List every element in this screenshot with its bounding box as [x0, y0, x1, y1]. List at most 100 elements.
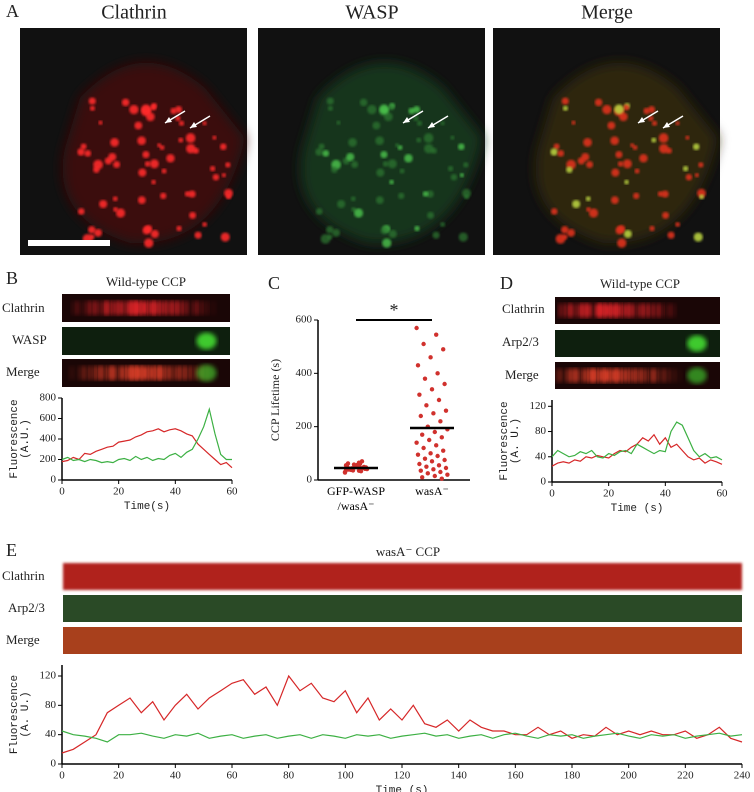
signal	[182, 301, 190, 315]
spot	[651, 137, 657, 143]
spot	[186, 143, 196, 154]
spot	[389, 179, 394, 185]
y-tick-label: 400	[40, 433, 57, 445]
y-tick-label: 120	[40, 670, 57, 682]
x-tick-label: 0	[59, 770, 65, 782]
signal	[173, 366, 181, 380]
spot	[226, 194, 232, 200]
point	[418, 468, 423, 473]
spot	[648, 105, 656, 113]
spot	[408, 107, 415, 115]
spot	[581, 152, 590, 162]
signal	[125, 301, 133, 315]
point	[415, 452, 421, 457]
row-label: Arp2/3	[8, 600, 45, 615]
x-tick-label: 0	[59, 486, 65, 498]
spot	[440, 222, 446, 227]
signal	[687, 335, 707, 352]
signal	[153, 301, 161, 315]
spot	[194, 231, 202, 239]
spot	[630, 143, 635, 148]
spot	[84, 149, 92, 157]
spot	[175, 105, 183, 113]
spot	[144, 161, 151, 167]
spot	[395, 143, 400, 148]
spot	[219, 143, 227, 151]
spot	[176, 225, 182, 232]
spot	[77, 148, 85, 156]
signal	[130, 301, 138, 315]
signal	[564, 368, 572, 383]
spot	[315, 148, 323, 156]
signal	[663, 368, 671, 383]
signal	[184, 366, 192, 380]
spot	[459, 173, 465, 178]
spot	[212, 173, 220, 181]
spot	[561, 97, 569, 105]
x-tick-label: 60	[227, 486, 239, 498]
spot	[188, 190, 196, 198]
signal	[615, 303, 623, 318]
spot	[614, 104, 624, 115]
spot	[422, 191, 429, 197]
point	[435, 453, 440, 459]
x-tick-label: 160	[507, 770, 524, 782]
signal	[88, 301, 96, 315]
signal	[70, 301, 78, 315]
spot	[398, 192, 405, 200]
spot	[346, 152, 355, 162]
spot	[189, 211, 197, 219]
spot	[138, 168, 147, 177]
point	[436, 463, 442, 468]
spot	[607, 121, 616, 130]
signal	[635, 368, 643, 383]
point	[441, 448, 446, 453]
spot	[326, 97, 334, 105]
signal	[154, 366, 162, 380]
arrow-head	[165, 117, 172, 123]
spot	[225, 162, 231, 168]
y-tick-label: 0	[51, 758, 57, 770]
spot	[380, 226, 389, 235]
row-label: Clathrin	[2, 300, 45, 315]
y-tick-label: 200	[40, 453, 57, 465]
signal	[657, 303, 665, 318]
signal	[148, 366, 156, 380]
point	[439, 476, 444, 481]
signal	[568, 303, 576, 318]
x-tick-label: GFP-WASP /wasA⁻	[326, 484, 386, 513]
y-tick-label: 40	[535, 450, 547, 462]
point	[425, 471, 430, 476]
point	[417, 392, 422, 397]
spot	[649, 225, 655, 232]
signal	[603, 368, 611, 383]
spot	[315, 208, 323, 215]
x-tick-label: wasA⁻	[415, 484, 449, 498]
spot	[129, 104, 139, 115]
signal	[94, 366, 102, 380]
signal	[669, 303, 677, 318]
spot	[594, 98, 603, 107]
x-tick-label: 100	[337, 770, 354, 782]
x-tick-label: 20	[113, 486, 125, 498]
row-label: Clathrin	[502, 301, 545, 316]
signal	[628, 303, 636, 318]
panel-label: B	[6, 268, 18, 288]
signal	[89, 366, 97, 380]
signal	[576, 303, 584, 318]
spot	[413, 115, 419, 122]
signal	[104, 301, 112, 315]
spot	[450, 173, 458, 181]
spot	[157, 143, 162, 148]
spot	[372, 121, 381, 130]
spot	[382, 238, 392, 248]
arrow-head	[190, 122, 197, 128]
signal	[651, 368, 659, 383]
spot	[220, 232, 230, 242]
spot	[694, 173, 700, 178]
y-tick-label: 0	[51, 474, 57, 486]
signal	[669, 368, 677, 383]
spot	[610, 136, 619, 146]
spot	[424, 143, 434, 154]
point	[431, 411, 436, 416]
